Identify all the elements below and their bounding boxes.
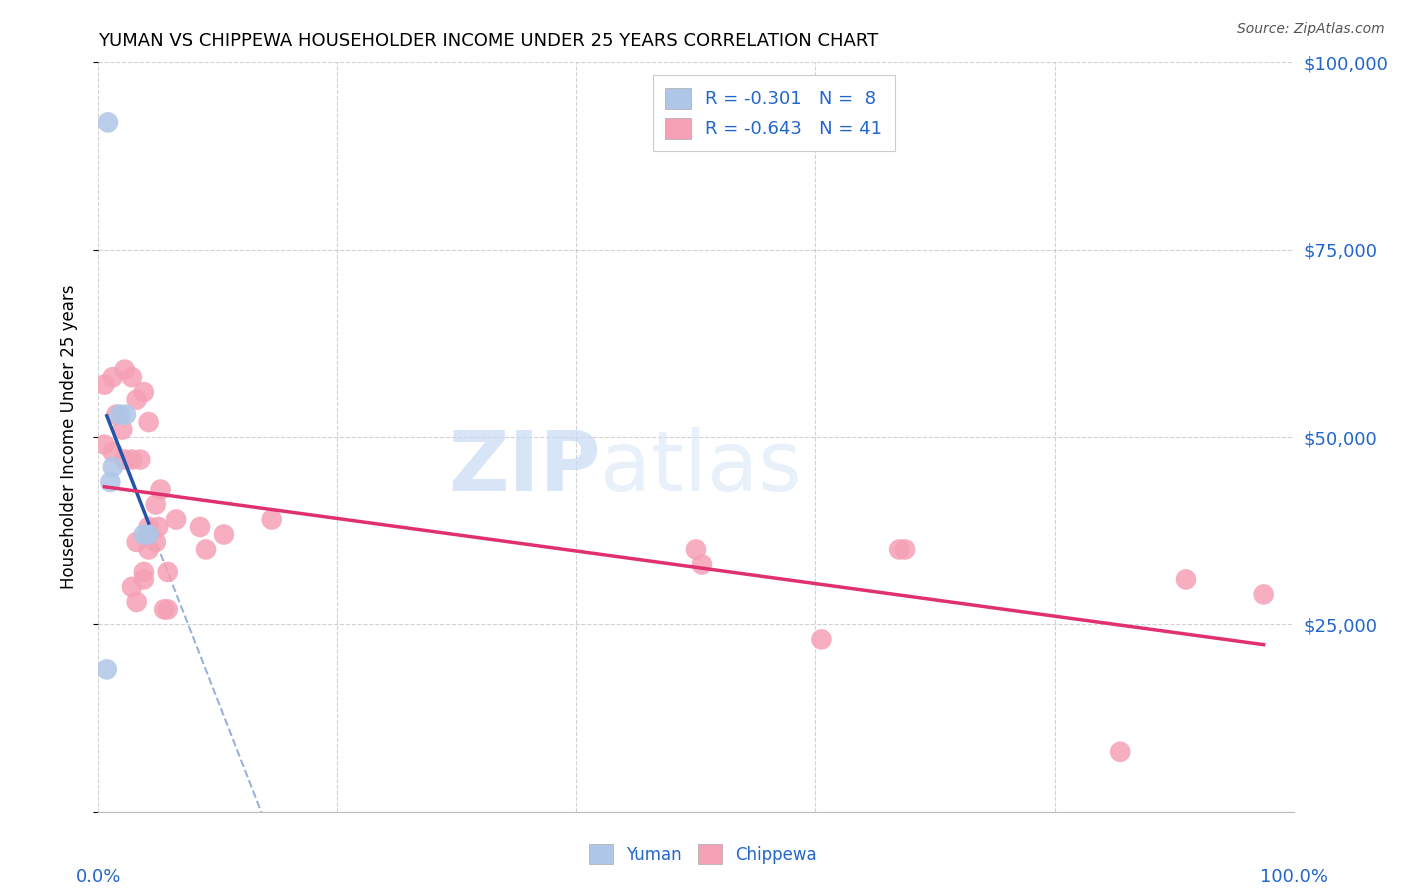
Point bbox=[165, 512, 187, 526]
Point bbox=[188, 520, 211, 534]
Point bbox=[108, 408, 131, 422]
Point bbox=[125, 392, 148, 407]
Point bbox=[685, 542, 707, 557]
Text: 100.0%: 100.0% bbox=[1260, 868, 1327, 886]
Point bbox=[121, 452, 143, 467]
Point bbox=[145, 498, 167, 512]
Point bbox=[260, 512, 283, 526]
Point bbox=[114, 452, 136, 467]
Point bbox=[96, 662, 118, 676]
Point bbox=[111, 423, 134, 437]
Y-axis label: Householder Income Under 25 years: Householder Income Under 25 years bbox=[59, 285, 77, 590]
Point bbox=[114, 362, 136, 376]
Point bbox=[212, 527, 235, 541]
Point bbox=[894, 542, 917, 557]
Point bbox=[93, 437, 115, 451]
Text: atlas: atlas bbox=[600, 426, 801, 508]
Point bbox=[105, 408, 128, 422]
Point bbox=[97, 115, 120, 129]
Point bbox=[132, 573, 155, 587]
Point bbox=[138, 527, 160, 541]
Point bbox=[1109, 745, 1132, 759]
Point bbox=[810, 632, 832, 647]
Point bbox=[156, 602, 179, 616]
Point bbox=[1175, 573, 1198, 587]
Point bbox=[101, 370, 124, 384]
Point bbox=[132, 565, 155, 579]
Point bbox=[101, 460, 124, 475]
Point bbox=[132, 527, 155, 541]
Point bbox=[156, 565, 179, 579]
Legend: Yuman, Chippewa: Yuman, Chippewa bbox=[582, 838, 824, 871]
Point bbox=[101, 445, 124, 459]
Point bbox=[153, 602, 176, 616]
Point bbox=[195, 542, 218, 557]
Point bbox=[115, 408, 138, 422]
Point bbox=[1253, 587, 1275, 601]
Point bbox=[121, 580, 143, 594]
Point bbox=[125, 535, 148, 549]
Point bbox=[93, 377, 115, 392]
Point bbox=[690, 558, 713, 572]
Text: Source: ZipAtlas.com: Source: ZipAtlas.com bbox=[1237, 22, 1385, 37]
Text: YUMAN VS CHIPPEWA HOUSEHOLDER INCOME UNDER 25 YEARS CORRELATION CHART: YUMAN VS CHIPPEWA HOUSEHOLDER INCOME UND… bbox=[98, 32, 879, 50]
Legend: R = -0.301   N =  8, R = -0.643   N = 41: R = -0.301 N = 8, R = -0.643 N = 41 bbox=[652, 75, 894, 152]
Point bbox=[138, 520, 160, 534]
Point bbox=[121, 370, 143, 384]
Point bbox=[138, 542, 160, 557]
Point bbox=[98, 475, 122, 489]
Text: 0.0%: 0.0% bbox=[76, 868, 121, 886]
Point bbox=[889, 542, 911, 557]
Point bbox=[125, 595, 148, 609]
Text: ZIP: ZIP bbox=[449, 426, 600, 508]
Point bbox=[132, 385, 155, 400]
Point bbox=[149, 483, 172, 497]
Point bbox=[138, 415, 160, 429]
Point bbox=[148, 520, 170, 534]
Point bbox=[145, 535, 167, 549]
Point bbox=[129, 452, 152, 467]
